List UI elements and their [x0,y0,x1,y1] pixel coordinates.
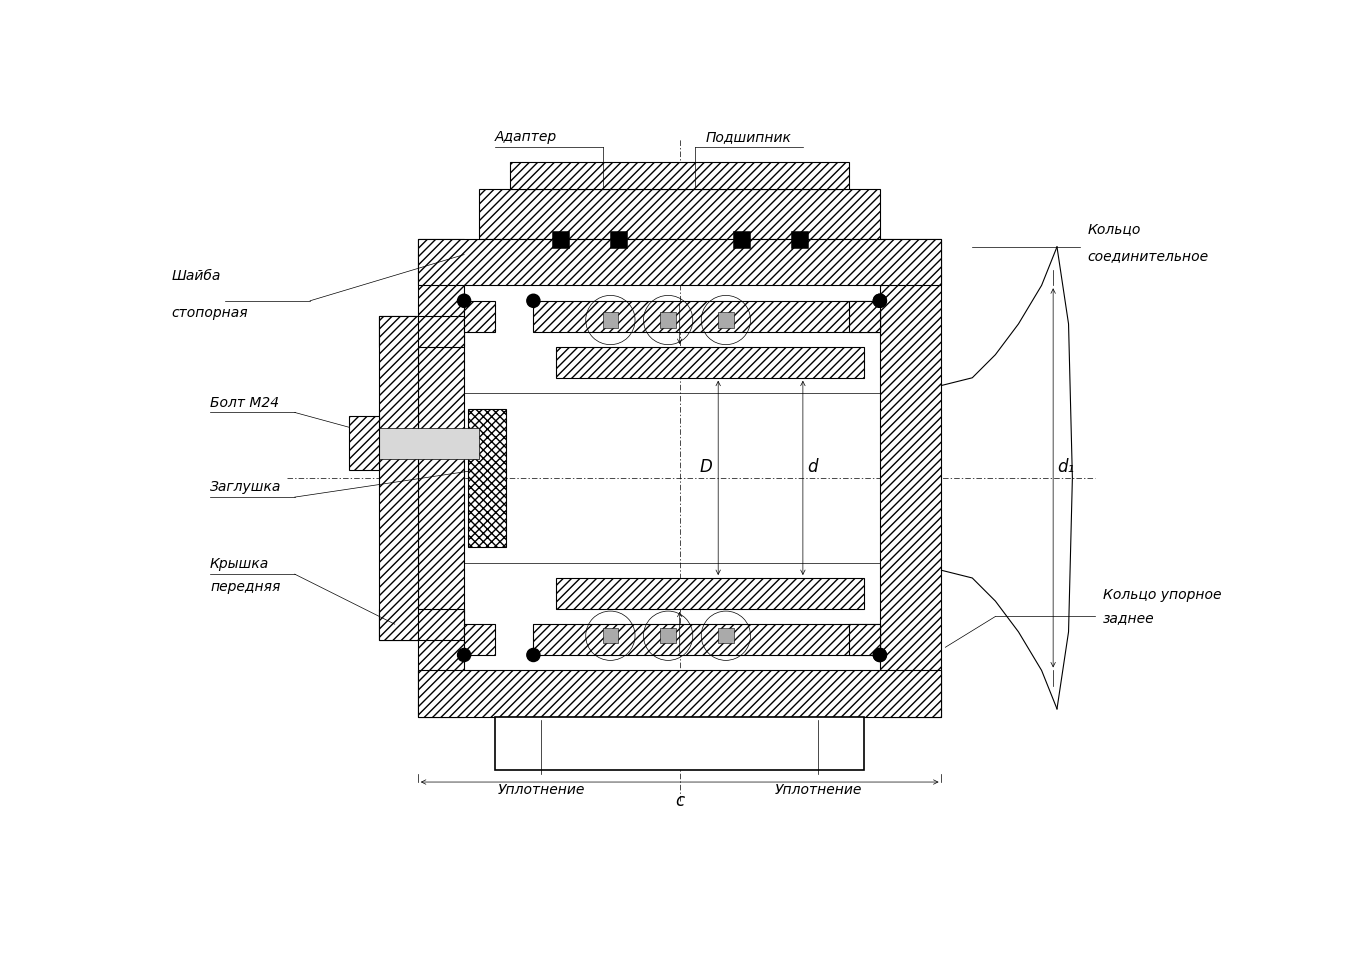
Bar [468,409,507,548]
Bar [603,313,619,329]
Bar [718,628,733,644]
Text: d₁: d₁ [1057,457,1075,476]
Bar [660,313,675,329]
Circle shape [457,295,471,308]
Text: Кольцо упорное: Кольцо упорное [1103,587,1221,602]
Polygon shape [849,302,880,333]
Text: заднее: заднее [1103,610,1155,625]
Circle shape [457,649,471,662]
Circle shape [527,295,539,308]
Text: Заглушка: Заглушка [210,480,281,494]
Text: Шайба: Шайба [172,268,221,283]
Circle shape [873,649,886,662]
Polygon shape [418,240,464,717]
Text: d: d [807,457,818,476]
Polygon shape [557,348,865,379]
Text: стопорная: стопорная [172,306,247,319]
Text: Кольцо: Кольцо [1088,222,1141,236]
Text: c: c [675,792,685,809]
Polygon shape [479,190,880,240]
Polygon shape [849,625,880,655]
Text: передняя: передняя [210,579,280,594]
Polygon shape [379,317,464,348]
Bar [495,717,865,771]
Polygon shape [464,625,495,655]
Polygon shape [379,609,464,640]
Polygon shape [348,417,379,471]
Text: Крышка: Крышка [210,556,269,571]
Circle shape [873,649,886,662]
Text: Подшипник: Подшипник [706,130,792,144]
Polygon shape [464,302,495,333]
Polygon shape [880,240,941,717]
Text: соединительное: соединительное [1088,249,1209,263]
Polygon shape [534,302,880,333]
Text: D: D [699,457,712,476]
Text: Уплотнение: Уплотнение [498,782,585,797]
Polygon shape [418,671,942,717]
Text: Болт M24: Болт M24 [210,395,280,409]
Polygon shape [379,317,418,640]
Polygon shape [510,163,849,190]
Polygon shape [418,240,942,286]
Bar [791,232,807,248]
Polygon shape [557,579,865,609]
Bar [609,232,627,248]
Bar [718,313,733,329]
Circle shape [873,295,886,308]
Text: Адаптер: Адаптер [495,130,557,144]
Bar [379,429,479,459]
Circle shape [873,295,886,308]
Polygon shape [534,625,880,655]
Bar [733,232,749,248]
Bar [660,628,675,644]
Text: Уплотнение: Уплотнение [775,782,862,797]
Bar [603,628,619,644]
Bar [551,232,569,248]
Circle shape [527,649,539,662]
